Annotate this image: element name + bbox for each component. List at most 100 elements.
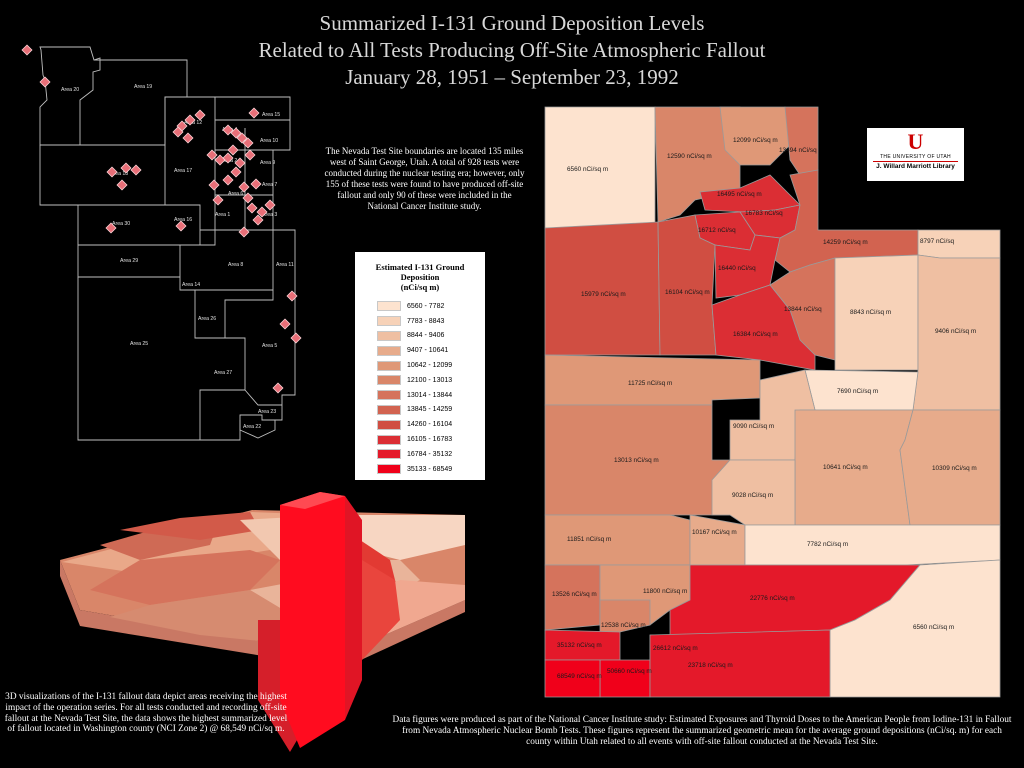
legend-swatch (377, 464, 401, 475)
test-location-marker (234, 157, 246, 169)
legend-row: 8844 - 9406 (377, 329, 452, 344)
county-deposition-label: 13494 nCi/sq (779, 147, 817, 154)
area-label: Area 25 (130, 341, 148, 347)
area-label: Area 15 (262, 112, 280, 118)
legend-row: 6560 - 7782 (377, 299, 452, 314)
area-label: Area 20 (61, 87, 79, 93)
3d-visualization-caption: 3D visualizations of the I-131 fallout d… (4, 692, 288, 735)
deposition-legend: Estimated I-131 Ground Deposition (nCi/s… (355, 252, 485, 480)
county-deposition-label: 16712 nCi/sq (698, 227, 736, 234)
test-location-marker (236, 132, 248, 144)
county-region (711, 459, 796, 526)
test-location-marker (222, 174, 234, 186)
area-label: Area 5 (262, 343, 277, 349)
test-location-marker (116, 179, 128, 191)
county-deposition-label: 13013 nCi/sq m (614, 457, 659, 464)
county-region (744, 524, 1001, 566)
county-deposition-label: 9028 nCi/sq m (732, 492, 773, 499)
county-deposition-label: 12538 nCi/sq m (601, 622, 646, 629)
area-label: Area 30 (112, 221, 130, 227)
county-deposition-label: 9406 nCi/sq m (935, 328, 976, 335)
legend-range-label: 35133 - 68549 (407, 465, 453, 473)
test-location-marker (238, 181, 250, 193)
county-deposition-label: 9090 nCi/sq m (733, 423, 774, 430)
county-deposition-label: 50660 nCi/sq m (607, 668, 652, 675)
area-label: Area 16 (174, 217, 192, 223)
county-deposition-label: 35132 nCi/sq m (557, 642, 602, 649)
legend-range-label: 8844 - 9406 (407, 332, 445, 340)
area-label: Area 1 (215, 212, 230, 218)
test-location-marker (21, 44, 33, 56)
area-label: Area 10 (260, 138, 278, 144)
area-label: Area 29 (120, 258, 138, 264)
county-deposition-label: 26612 nCi/sq m (653, 645, 698, 652)
county-deposition-label: 13526 nCi/sq m (552, 591, 597, 598)
test-location-marker (256, 206, 268, 218)
test-location-marker (242, 137, 254, 149)
legend-row: 9407 - 10641 (377, 343, 452, 358)
test-location-marker (105, 222, 117, 234)
legend-swatch (377, 449, 401, 460)
county-deposition-label: 6560 nCi/sq m (913, 624, 954, 631)
county-deposition-label: 16783 nCi/sq (745, 210, 783, 217)
area-label: Area 26 (198, 316, 216, 322)
nts-area-labels: Area 20 Area 19 Area 12 Area 15 Area 18 … (61, 84, 294, 430)
area-label: Area 27 (214, 370, 232, 376)
test-location-marker (208, 179, 220, 191)
legend-swatch (377, 434, 401, 445)
area-label: Area 23 (258, 409, 276, 415)
legend-row: 7783 - 8843 (377, 314, 452, 329)
test-location-marker (130, 164, 142, 176)
logo-university-name: THE UNIVERSITY OF UTAH (880, 154, 951, 160)
test-location-marker (227, 144, 239, 156)
legend-swatch (377, 330, 401, 341)
test-location-marker (290, 332, 302, 344)
county-deposition-label: 7690 nCi/sq m (837, 388, 878, 395)
county-deposition-label: 8843 nCi/sq m (850, 309, 891, 316)
county-deposition-label: 12099 nCi/sq m (733, 137, 778, 144)
area-label: Area 7 (262, 182, 277, 188)
u-logo-icon: U (907, 129, 924, 154)
county-deposition-label: 68549 nCi/sq m (557, 673, 602, 680)
legend-row: 13014 - 13844 (377, 388, 452, 403)
test-location-marker (238, 226, 250, 238)
area-label: Area 6 (228, 191, 243, 197)
legend-list: 6560 - 7782 7783 - 8843 8844 - 9406 9407 - … (377, 299, 452, 477)
area-label: Area 9 (260, 160, 275, 166)
county-deposition-label: 15979 nCi/sq m (581, 291, 626, 298)
county-deposition-label: 11725 nCi/sq m (628, 380, 672, 387)
county-deposition-label: 14259 nCi/sq m (823, 239, 868, 246)
test-location-marker (222, 124, 234, 136)
county-deposition-label: 10309 nCi/sq m (932, 465, 977, 472)
title-line-3: January 28, 1951 – September 23, 1992 (345, 65, 679, 89)
legend-range-label: 12100 - 13013 (407, 376, 453, 384)
county-deposition-label: 11800 nCi/sq m (643, 588, 687, 595)
county-deposition-label: 8797 nCi/sq (920, 238, 955, 245)
county-deposition-label: 6560 nCi/sq m (567, 166, 608, 173)
legend-range-label: 14260 - 16104 (407, 421, 453, 429)
legend-range-label: 9407 - 10641 (407, 347, 449, 355)
county-deposition-label: 12590 nCi/sq m (667, 153, 712, 160)
test-location-marker (244, 149, 256, 161)
legend-title: Estimated I-131 Ground Deposition (nCi/s… (375, 262, 465, 292)
legend-range-label: 13014 - 13844 (407, 391, 453, 399)
county-deposition-label: 16495 nCi/sq m (717, 191, 762, 198)
county-deposition-label: 23718 nCi/sq m (688, 662, 733, 669)
county-deposition-label: 16384 nCi/sq m (733, 331, 778, 338)
legend-range-label: 6560 - 7782 (407, 302, 445, 310)
test-location-marker (194, 109, 206, 121)
county-region (711, 284, 816, 371)
legend-swatch (377, 375, 401, 386)
test-location-marker (184, 114, 196, 126)
county-deposition-label: 13844 nCi/sq (784, 306, 822, 313)
area-label: Area 14 (182, 282, 200, 288)
data-source-note: Data figures were produced as part of th… (392, 715, 1012, 747)
test-location-marker (175, 220, 187, 232)
logo-library-name: J. Willard Marriott Library (873, 161, 958, 171)
area-label: Area 8 (228, 262, 243, 268)
test-location-marker (230, 166, 242, 178)
test-location-marker (182, 132, 194, 144)
test-location-marker (206, 149, 218, 161)
